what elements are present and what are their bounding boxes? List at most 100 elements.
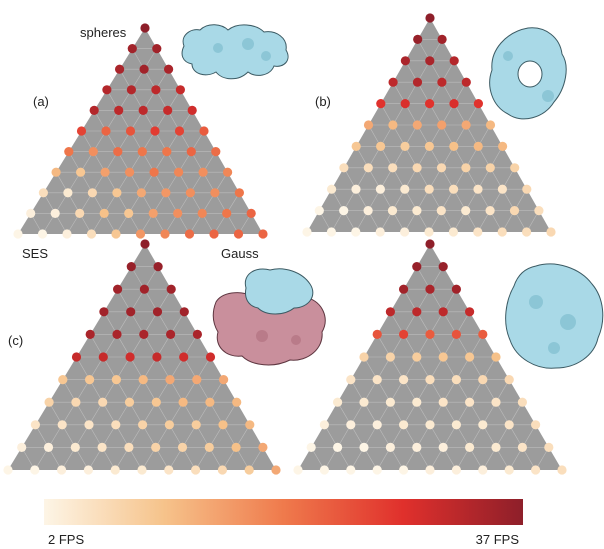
ternary-panel-b: (b) xyxy=(302,13,556,237)
data-point xyxy=(211,147,221,157)
data-point xyxy=(124,442,134,452)
data-point xyxy=(522,227,532,237)
data-point xyxy=(63,188,73,198)
data-point xyxy=(412,77,423,87)
data-point xyxy=(166,284,176,294)
grid-line xyxy=(482,402,523,471)
data-point xyxy=(437,34,447,45)
data-point xyxy=(174,167,184,177)
data-point xyxy=(385,352,395,362)
grid-line xyxy=(324,266,444,471)
data-point xyxy=(30,420,40,430)
data-point xyxy=(179,352,189,362)
data-point xyxy=(86,229,97,239)
data-point xyxy=(113,284,123,294)
panel-label-a: (a) xyxy=(33,94,49,109)
data-point xyxy=(127,44,137,54)
data-point xyxy=(58,375,68,385)
data-point xyxy=(491,442,501,452)
data-point xyxy=(98,352,108,362)
grid-line xyxy=(189,172,228,235)
data-point xyxy=(115,64,125,74)
data-point xyxy=(346,465,356,475)
data-point xyxy=(152,352,162,362)
data-point xyxy=(13,229,23,239)
data-point xyxy=(319,465,329,475)
data-point xyxy=(412,397,422,407)
data-point xyxy=(531,420,541,430)
panel-label-b: (b) xyxy=(315,94,331,109)
data-point xyxy=(557,465,567,475)
data-point xyxy=(217,465,227,475)
data-point xyxy=(319,420,329,430)
data-point xyxy=(388,163,398,173)
grid-line xyxy=(416,266,536,471)
data-point xyxy=(191,420,201,430)
data-point xyxy=(346,375,356,385)
data-point xyxy=(126,85,136,95)
data-point xyxy=(205,397,215,407)
data-point xyxy=(234,188,244,198)
data-point xyxy=(478,375,488,385)
data-point xyxy=(135,229,146,239)
data-point xyxy=(339,163,349,173)
data-point xyxy=(185,188,195,198)
data-point xyxy=(98,397,108,407)
data-point xyxy=(424,184,434,194)
data-point xyxy=(438,397,448,407)
data-point xyxy=(372,329,382,339)
data-point xyxy=(339,206,349,216)
data-point xyxy=(425,13,435,23)
data-point xyxy=(85,375,95,385)
data-point xyxy=(473,184,483,194)
data-point xyxy=(485,120,496,130)
data-point xyxy=(497,227,507,237)
grid-line xyxy=(417,39,527,233)
data-point xyxy=(465,307,475,317)
data-point xyxy=(372,420,382,430)
data-point xyxy=(399,375,409,385)
data-point xyxy=(100,167,110,177)
data-point xyxy=(75,208,85,218)
data-point xyxy=(372,465,382,475)
data-point xyxy=(449,56,459,66)
data-point xyxy=(192,375,202,385)
data-point xyxy=(140,23,150,33)
data-point xyxy=(152,44,162,54)
data-point xyxy=(436,163,447,173)
data-point xyxy=(113,147,123,157)
data-point xyxy=(438,262,448,272)
data-point xyxy=(333,442,343,452)
data-point xyxy=(424,141,434,151)
data-point xyxy=(151,442,161,452)
data-point xyxy=(425,420,435,430)
data-point xyxy=(306,442,316,452)
data-point xyxy=(498,141,508,151)
data-point xyxy=(399,465,409,475)
data-point xyxy=(478,465,488,475)
data-point xyxy=(231,442,241,452)
data-point xyxy=(327,184,337,194)
data-point xyxy=(76,167,86,177)
data-point xyxy=(149,167,159,177)
data-point xyxy=(137,147,147,157)
data-point xyxy=(351,141,361,151)
data-point xyxy=(111,420,121,430)
data-point xyxy=(412,120,422,130)
data-point xyxy=(51,167,61,177)
data-point xyxy=(139,284,149,294)
data-point xyxy=(491,352,501,362)
data-point xyxy=(50,208,60,218)
data-point xyxy=(138,375,148,385)
data-point xyxy=(363,206,373,216)
data-point xyxy=(293,465,303,475)
grid-line xyxy=(337,402,378,471)
data-point xyxy=(126,262,136,272)
data-point xyxy=(232,397,242,407)
data-point xyxy=(531,465,541,475)
data-point xyxy=(138,105,148,115)
data-point xyxy=(101,126,111,136)
data-point xyxy=(504,375,514,385)
data-point xyxy=(485,163,495,173)
data-point xyxy=(425,56,435,66)
